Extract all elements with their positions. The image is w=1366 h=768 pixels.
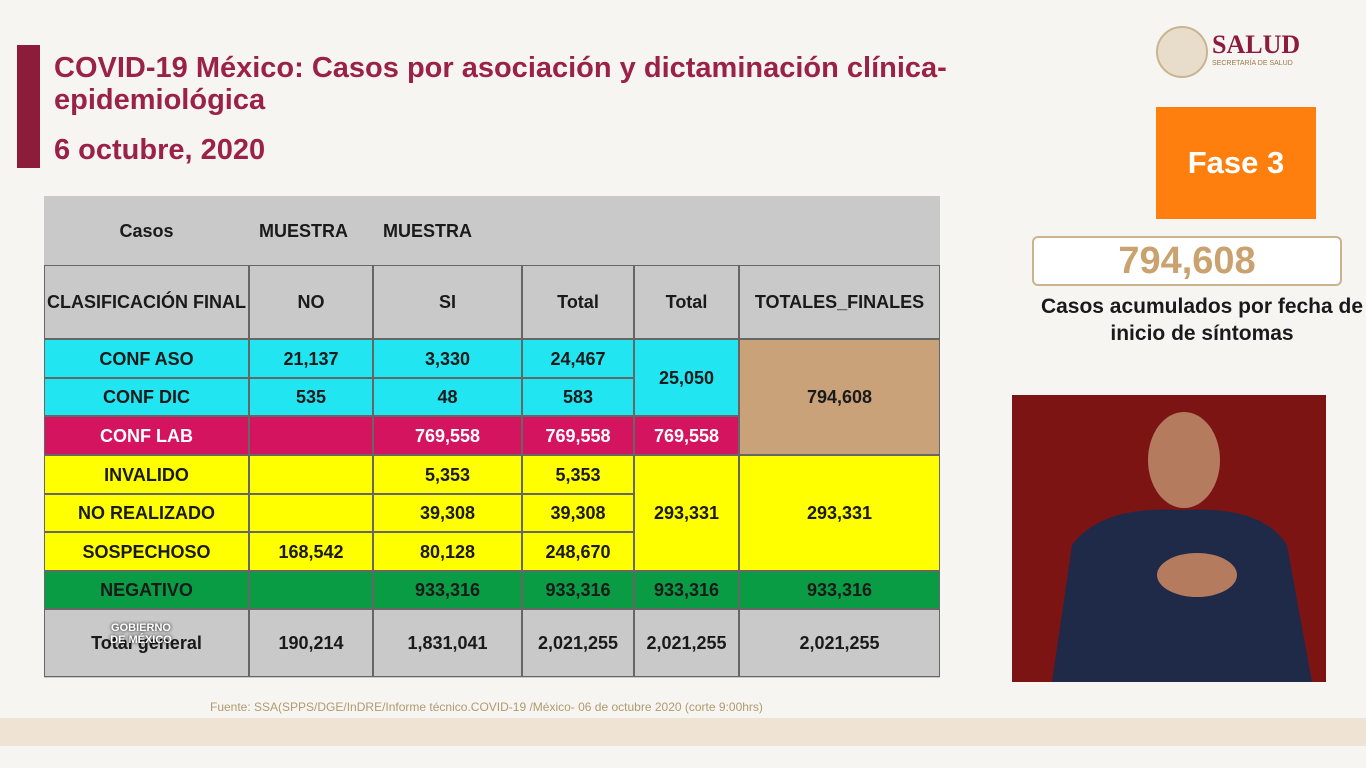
- table-cell: 48: [373, 378, 522, 416]
- table-cell: NEGATIVO: [44, 571, 249, 609]
- group-total: 25,050: [634, 339, 739, 416]
- group-total: 2,021,255: [634, 609, 739, 677]
- header-cell: Total: [634, 265, 739, 339]
- table-cell: Total general: [44, 609, 249, 677]
- table-cell: CONF DIC: [44, 378, 249, 416]
- table-cell: 5,353: [373, 455, 522, 494]
- table-cell: 190,214: [249, 609, 373, 677]
- logo-text: SALUD: [1212, 30, 1301, 59]
- title: COVID-19 México: Casos por asociación y …: [54, 52, 947, 116]
- table-cell: 933,316: [373, 571, 522, 609]
- interpreter-video: [1012, 395, 1326, 682]
- table-cell: [249, 571, 373, 609]
- table-cell: 2,021,255: [522, 609, 634, 677]
- table-cell: 24,467: [522, 339, 634, 378]
- table-cell: NO REALIZADO: [44, 494, 249, 532]
- person-body: [1052, 509, 1312, 682]
- table-cell: 248,670: [522, 532, 634, 571]
- total-cases: 794,608: [1032, 236, 1342, 286]
- header-cell: CLASIFICACIÓN FINAL: [44, 265, 249, 339]
- group-total: 933,316: [634, 571, 739, 609]
- person-head: [1148, 412, 1220, 508]
- table-cell: [249, 455, 373, 494]
- group-total: 769,558: [634, 416, 739, 455]
- table-cell: 769,558: [373, 416, 522, 455]
- table-cell: 21,137: [249, 339, 373, 378]
- table-cell: 1,831,041: [373, 609, 522, 677]
- logo-subtext: SECRETARÍA DE SALUD: [1212, 60, 1293, 67]
- person-hands: [1157, 553, 1237, 597]
- table-cell: 39,308: [373, 494, 522, 532]
- table-cell: 39,308: [522, 494, 634, 532]
- bottom-band: [0, 718, 1366, 746]
- table-cell: 769,558: [522, 416, 634, 455]
- total-caption: Casos acumulados por fecha de inicio de …: [1040, 295, 1364, 345]
- final-total: 933,316: [739, 571, 940, 609]
- header-cell: NO: [249, 265, 373, 339]
- table-cell: INVALIDO: [44, 455, 249, 494]
- table-cell: [249, 494, 373, 532]
- accent-bar: [17, 45, 40, 168]
- table-cell: CONF ASO: [44, 339, 249, 378]
- table-cell: 3,330: [373, 339, 522, 378]
- header-cell: MUESTRA: [259, 220, 348, 241]
- final-total: 293,331: [739, 455, 940, 571]
- table-cell: 5,353: [522, 455, 634, 494]
- table-cell: 168,542: [249, 532, 373, 571]
- final-total: 2,021,255: [739, 609, 940, 677]
- table-cell: [249, 416, 373, 455]
- header-cell: SI: [373, 265, 522, 339]
- table-cell: 80,128: [373, 532, 522, 571]
- header-cell: TOTALES_FINALES: [739, 265, 940, 339]
- table-cell: 583: [522, 378, 634, 416]
- header-cell: Casos: [119, 220, 174, 241]
- watermark: GOBIERNO DE MÉXICO: [110, 622, 172, 646]
- phase-badge: Fase 3: [1156, 107, 1316, 219]
- table-cell: 535: [249, 378, 373, 416]
- final-total: 794,608: [739, 339, 940, 455]
- date: 6 octubre, 2020: [54, 134, 266, 166]
- table-cell: SOSPECHOSO: [44, 532, 249, 571]
- header-cell: MUESTRA: [383, 220, 472, 241]
- table-cell: CONF LAB: [44, 416, 249, 455]
- group-total: 293,331: [634, 455, 739, 571]
- source-note: Fuente: SSA(SPPS/DGE/InDRE/Informe técni…: [210, 700, 763, 714]
- header-cell: Total: [522, 265, 634, 339]
- table-cell: 933,316: [522, 571, 634, 609]
- emblem: [1156, 26, 1208, 78]
